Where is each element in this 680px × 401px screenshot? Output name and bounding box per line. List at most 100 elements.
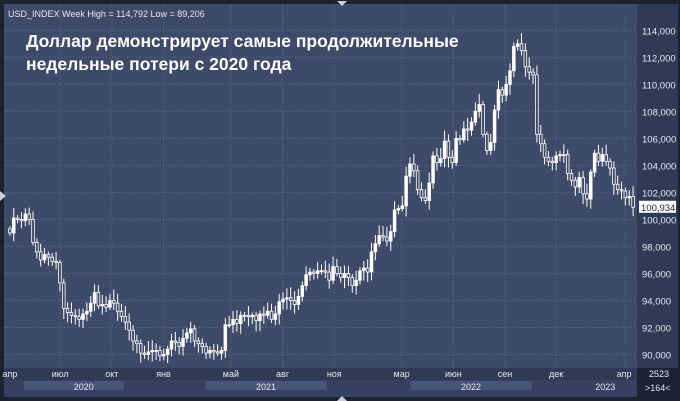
candle-body — [485, 133, 489, 151]
candle-body — [519, 43, 524, 51]
candle-body — [450, 156, 455, 164]
candle-body — [96, 291, 101, 307]
candle-body — [215, 351, 220, 354]
candle-body — [462, 128, 466, 141]
candle-body — [288, 297, 293, 301]
x-month-label: июл — [52, 369, 69, 379]
candle-body — [262, 313, 266, 316]
candle-body — [500, 89, 505, 96]
candle-body — [231, 318, 235, 326]
candle-body — [304, 274, 308, 286]
candle-body — [465, 128, 470, 131]
candle-body — [508, 70, 512, 85]
candle-body — [112, 300, 116, 304]
candle-body — [258, 313, 262, 322]
y-tick-label: 90,000 — [642, 350, 671, 361]
candle-body — [108, 300, 112, 308]
candle-body — [23, 213, 28, 222]
x-year-label: 2021 — [256, 382, 276, 392]
candle-body — [177, 341, 181, 347]
y-tick-label: 108,000 — [642, 107, 676, 118]
candle-body — [212, 350, 216, 353]
candle-body — [85, 310, 89, 315]
scroll-down-arrow-icon[interactable] — [337, 396, 347, 401]
candle-body — [350, 277, 355, 286]
candle-body — [342, 273, 347, 278]
y-tick-label: 96,000 — [642, 269, 671, 280]
candle-body — [392, 209, 397, 232]
candle-body — [8, 228, 12, 234]
y-tick-label: 98,000 — [642, 242, 671, 253]
candle-body — [192, 328, 197, 342]
candle-body — [423, 197, 428, 201]
candle-body — [19, 218, 24, 222]
candle-body — [542, 143, 547, 158]
candle-body — [523, 50, 528, 68]
candle-body — [319, 270, 324, 273]
candle-body — [539, 133, 543, 145]
candle-body — [196, 340, 201, 345]
candle-body — [50, 256, 54, 262]
candle-body — [354, 279, 358, 286]
x-year-label: 2020 — [74, 382, 94, 392]
candle-body — [227, 324, 231, 327]
candle-body — [388, 231, 393, 242]
candle-body — [327, 271, 331, 281]
candle-body — [88, 302, 93, 312]
candle-body — [181, 337, 185, 347]
candle-body — [323, 270, 328, 273]
candle-body — [454, 137, 458, 164]
candle-body — [600, 154, 605, 162]
scroll-left-arrow-icon[interactable] — [0, 191, 6, 201]
candle-body — [362, 267, 366, 272]
candle-body — [608, 160, 612, 169]
candle-body — [346, 273, 351, 278]
candle-body — [496, 89, 501, 111]
candle-body — [535, 74, 539, 135]
candle-body — [281, 298, 285, 303]
x-month-label: мар — [394, 369, 410, 379]
x-month-label: авг — [276, 369, 290, 379]
candle-body — [150, 350, 154, 353]
x-month-label: ноя — [327, 369, 342, 379]
candle-body — [531, 71, 535, 76]
candle-body — [481, 104, 485, 135]
candle-body — [458, 137, 462, 141]
candle-body — [15, 217, 20, 220]
candle-body — [158, 350, 162, 357]
candle-body — [100, 304, 104, 307]
candle-body — [135, 340, 139, 345]
candle-body — [46, 254, 51, 258]
candle-body — [565, 154, 570, 174]
y-tick-label: 104,000 — [642, 161, 676, 172]
candle-body — [412, 163, 416, 172]
candle-body — [138, 343, 143, 354]
candle-body — [123, 316, 128, 323]
x-month-label: дек — [549, 369, 563, 379]
candle-body — [373, 243, 378, 253]
candle-body — [104, 304, 108, 308]
candle-body — [238, 314, 243, 324]
candle-body — [246, 314, 251, 318]
x-month-label: апр — [617, 369, 632, 379]
candle-body — [169, 340, 174, 350]
candle-body — [377, 235, 381, 245]
candle-body — [219, 350, 224, 354]
candle-body — [331, 266, 335, 281]
candle-body — [119, 310, 124, 318]
candle-body — [546, 156, 551, 162]
candle-body — [589, 171, 593, 200]
candle-body — [127, 321, 131, 331]
y-tick-label: 102,000 — [642, 188, 676, 199]
year-band — [24, 381, 124, 390]
candle-body — [254, 314, 258, 322]
candle-body — [438, 158, 443, 164]
last-price-label: 100,934 — [641, 203, 675, 214]
scroll-up-arrow-icon[interactable] — [337, 1, 347, 6]
candle-body — [285, 297, 289, 300]
candle-body — [338, 273, 343, 278]
candle-body — [242, 314, 247, 317]
candle-body — [235, 318, 239, 324]
candle-body — [292, 300, 297, 305]
